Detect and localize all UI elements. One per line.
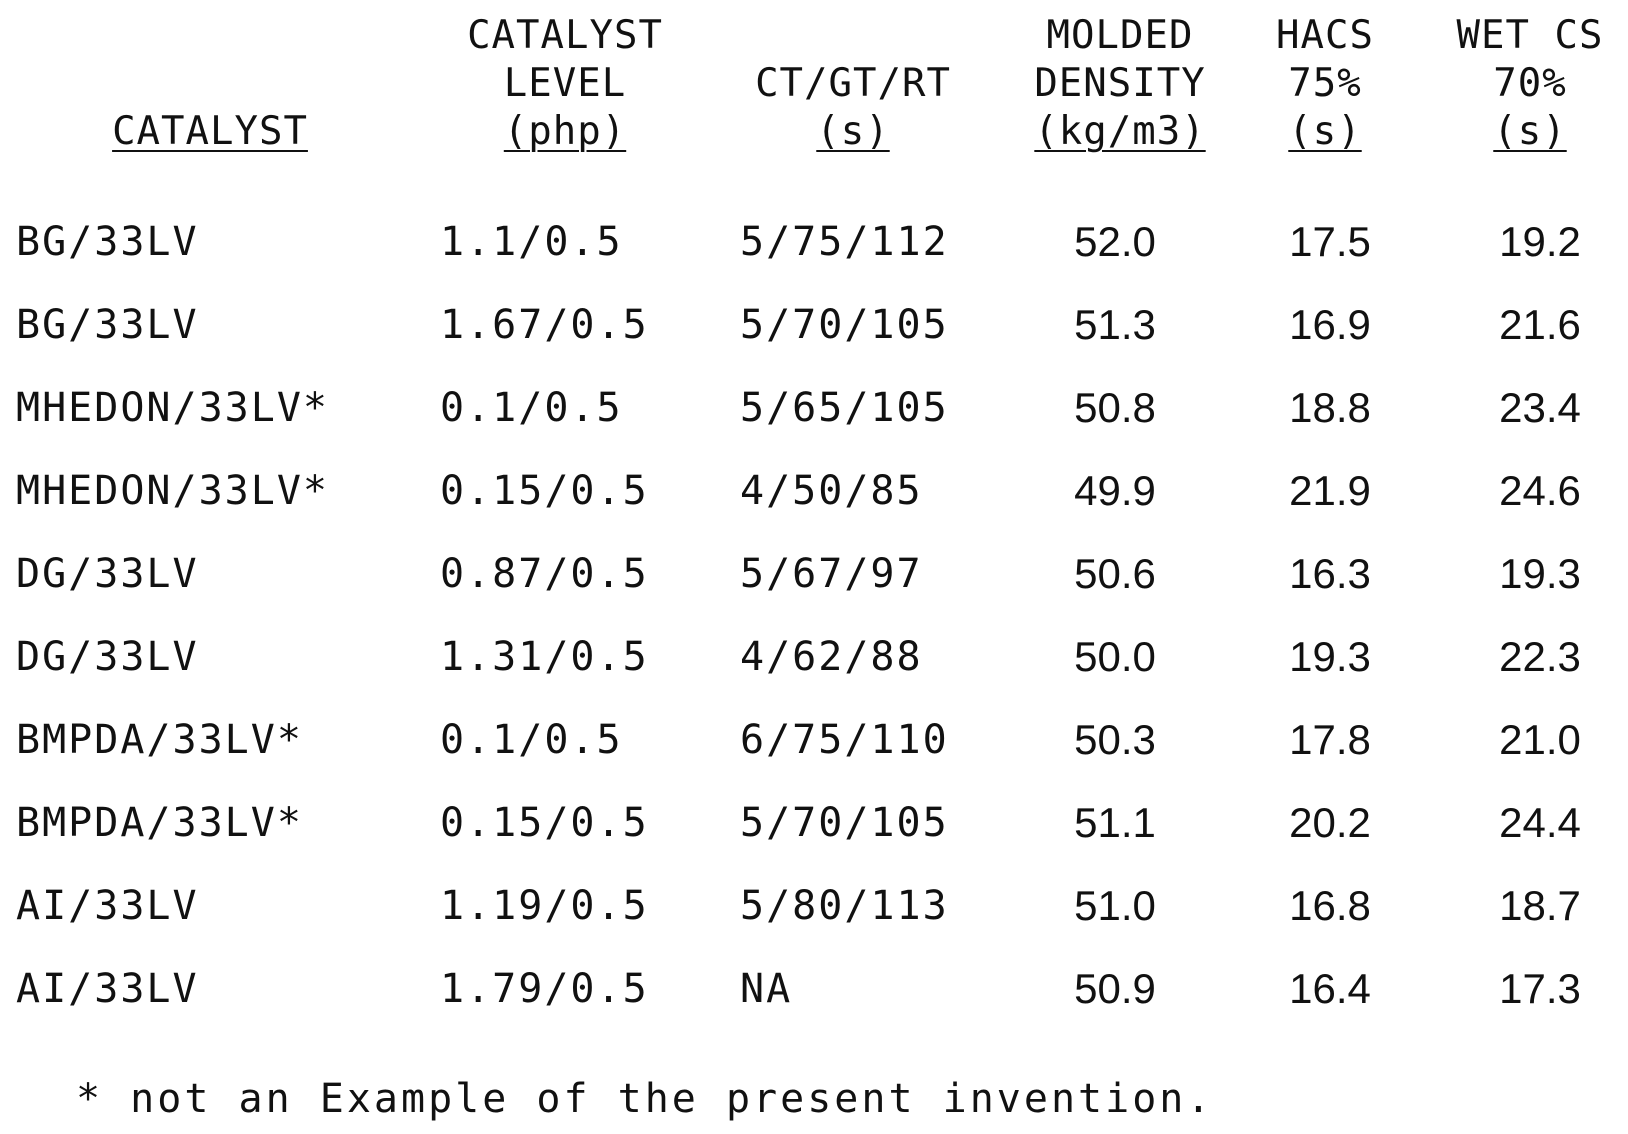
cell-wet-cs: 24.4 [1499, 799, 1581, 846]
cell-molded-density: 52.0 [1074, 218, 1156, 265]
cell-catalyst-level: 0.1/0.5 [440, 385, 623, 431]
table-row: BG/33LV 1.67/0.5 5/70/105 51.3 16.9 21.6 [0, 295, 1628, 355]
cell-catalyst: BG/33LV [16, 302, 199, 348]
cell-wet-cs: 17.3 [1499, 965, 1581, 1012]
cell-molded-density: 50.8 [1074, 384, 1156, 431]
cell-hacs: 20.2 [1289, 799, 1371, 846]
cell-hacs: 17.5 [1289, 218, 1371, 265]
table-row: DG/33LV 0.87/0.5 5/67/97 50.6 16.3 19.3 [0, 544, 1628, 604]
cell-times: 5/70/105 [740, 302, 949, 348]
cell-wet-cs: 21.6 [1499, 301, 1581, 348]
header-catalyst-label: CATALYST [112, 109, 308, 154]
cell-times: 5/80/113 [740, 883, 949, 929]
cell-hacs: 17.8 [1289, 716, 1371, 763]
cell-molded-density: 50.0 [1074, 633, 1156, 680]
cell-hacs: 21.9 [1289, 467, 1371, 514]
header-times: CT/GT/RT (s) [728, 12, 978, 156]
header-catalyst: CATALYST [80, 12, 340, 156]
header-molded-density: MOLDED DENSITY (kg/m3) [1005, 12, 1235, 156]
cell-hacs: 19.3 [1289, 633, 1371, 680]
cell-catalyst-level: 0.1/0.5 [440, 717, 623, 763]
cell-catalyst-level: 1.1/0.5 [440, 219, 623, 265]
table-row: BMPDA/33LV* 0.1/0.5 6/75/110 50.3 17.8 2… [0, 710, 1628, 770]
cell-wet-cs: 23.4 [1499, 384, 1581, 431]
cell-catalyst: DG/33LV [16, 634, 199, 680]
table-row: MHEDON/33LV* 0.15/0.5 4/50/85 49.9 21.9 … [0, 461, 1628, 521]
header-molded-density-line2: DENSITY [1034, 61, 1206, 106]
cell-catalyst: MHEDON/33LV* [16, 385, 329, 431]
cell-catalyst-level: 0.15/0.5 [440, 468, 649, 514]
cell-catalyst-level: 1.19/0.5 [440, 883, 649, 929]
table-row: AI/33LV 1.79/0.5 NA 50.9 16.4 17.3 [0, 959, 1628, 1019]
cell-wet-cs: 18.7 [1499, 882, 1581, 929]
cell-times: 5/70/105 [740, 800, 949, 846]
header-hacs: HACS 75% (s) [1255, 12, 1395, 156]
header-times-line2: CT/GT/RT [755, 61, 951, 106]
table-row: DG/33LV 1.31/0.5 4/62/88 50.0 19.3 22.3 [0, 627, 1628, 687]
cell-wet-cs: 21.0 [1499, 716, 1581, 763]
cell-times: 5/75/112 [740, 219, 949, 265]
header-hacs-line1: HACS [1276, 13, 1374, 58]
cell-molded-density: 51.3 [1074, 301, 1156, 348]
cell-molded-density: 51.1 [1074, 799, 1156, 846]
footnote: * not an Example of the present inventio… [76, 1076, 1214, 1122]
cell-times: 4/62/88 [740, 634, 923, 680]
header-wet-cs: WET CS 70% (s) [1440, 12, 1620, 156]
cell-catalyst-level: 0.15/0.5 [440, 800, 649, 846]
cell-hacs: 18.8 [1289, 384, 1371, 431]
header-hacs-unit: (s) [1288, 109, 1362, 154]
header-catalyst-level-line1: CATALYST [467, 13, 663, 58]
cell-catalyst-level: 1.79/0.5 [440, 966, 649, 1012]
cell-times: 6/75/110 [740, 717, 949, 763]
cell-hacs: 16.9 [1289, 301, 1371, 348]
cell-wet-cs: 24.6 [1499, 467, 1581, 514]
table-row: BMPDA/33LV* 0.15/0.5 5/70/105 51.1 20.2 … [0, 793, 1628, 853]
cell-catalyst: BG/33LV [16, 219, 199, 265]
cell-catalyst-level: 1.67/0.5 [440, 302, 649, 348]
cell-wet-cs: 19.2 [1499, 218, 1581, 265]
cell-times: 5/65/105 [740, 385, 949, 431]
cell-hacs: 16.8 [1289, 882, 1371, 929]
header-catalyst-level-unit: (php) [503, 109, 627, 154]
header-wet-cs-line2: 70% [1493, 61, 1567, 106]
cell-times: NA [740, 966, 793, 1012]
cell-molded-density: 50.6 [1074, 550, 1156, 597]
cell-molded-density: 51.0 [1074, 882, 1156, 929]
cell-hacs: 16.4 [1289, 965, 1371, 1012]
header-times-unit: (s) [816, 109, 890, 154]
cell-molded-density: 50.3 [1074, 716, 1156, 763]
header-wet-cs-unit: (s) [1493, 109, 1567, 154]
cell-catalyst: BMPDA/33LV* [16, 717, 303, 763]
table-row: MHEDON/33LV* 0.1/0.5 5/65/105 50.8 18.8 … [0, 378, 1628, 438]
cell-catalyst: BMPDA/33LV* [16, 800, 303, 846]
cell-catalyst: AI/33LV [16, 966, 199, 1012]
cell-catalyst: MHEDON/33LV* [16, 468, 329, 514]
cell-times: 4/50/85 [740, 468, 923, 514]
header-molded-density-unit: (kg/m3) [1034, 109, 1206, 154]
cell-molded-density: 49.9 [1074, 467, 1156, 514]
table-row: AI/33LV 1.19/0.5 5/80/113 51.0 16.8 18.7 [0, 876, 1628, 936]
table-row: BG/33LV 1.1/0.5 5/75/112 52.0 17.5 19.2 [0, 212, 1628, 272]
cell-catalyst-level: 1.31/0.5 [440, 634, 649, 680]
header-wet-cs-line1: WET CS [1456, 13, 1604, 58]
cell-wet-cs: 19.3 [1499, 550, 1581, 597]
cell-catalyst: DG/33LV [16, 551, 199, 597]
cell-wet-cs: 22.3 [1499, 633, 1581, 680]
cell-times: 5/67/97 [740, 551, 923, 597]
header-hacs-line2: 75% [1288, 61, 1362, 106]
header-molded-density-line1: MOLDED [1046, 13, 1194, 58]
cell-catalyst-level: 0.87/0.5 [440, 551, 649, 597]
cell-molded-density: 50.9 [1074, 965, 1156, 1012]
cell-catalyst: AI/33LV [16, 883, 199, 929]
header-catalyst-level-line2: LEVEL [503, 61, 627, 106]
header-catalyst-level: CATALYST LEVEL (php) [440, 12, 690, 156]
cell-hacs: 16.3 [1289, 550, 1371, 597]
